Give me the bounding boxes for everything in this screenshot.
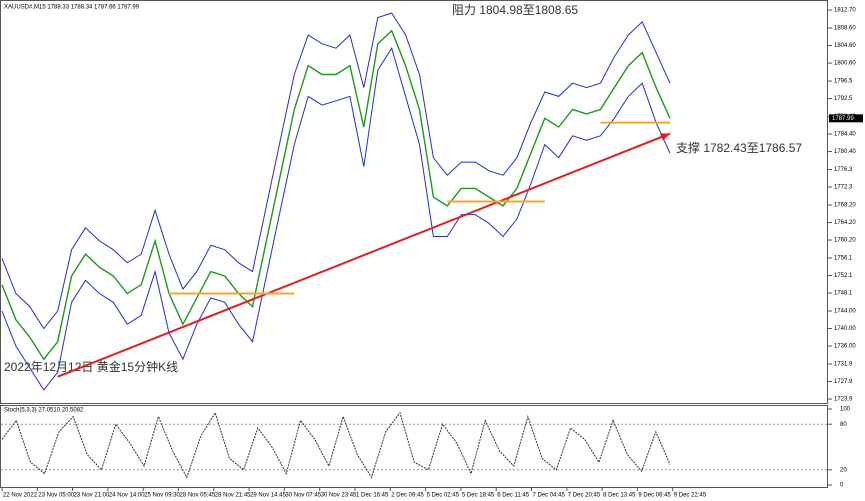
x-tick-label: 29 Nov 14:45 [250, 493, 286, 499]
stoch-title: Stoch(5,3,3) 27.0510 20.5082 [4, 408, 84, 414]
x-tick-label: 1 Dec 16:45 [356, 493, 389, 499]
x-tick-label: 7 Dec 20:45 [568, 493, 601, 499]
y-tick-label: 1764.20 [834, 220, 856, 226]
x-tick-label: 6 Dec 11:45 [497, 493, 530, 499]
x-tick-label: 5 Dec 02:45 [427, 493, 460, 499]
x-tick-label: 23 Nov 21:00 [74, 493, 110, 499]
x-tick-label: 24 Nov 14:00 [109, 493, 145, 499]
trend-line [57, 132, 671, 378]
y-tick-label: 1736.00 [834, 344, 856, 350]
x-tick-label: 28 Nov 21:45 [215, 493, 251, 499]
x-tick-label: 2 Dec 09:45 [391, 493, 424, 499]
y-tick-label: 1796.5 [834, 79, 853, 85]
annotation: 支撑 1782.43至1786.57 [676, 140, 802, 155]
y-tick-label: 1776.3 [834, 167, 853, 173]
y-tick-label: 1760.20 [834, 238, 856, 244]
y-tick-label: 1727.9 [834, 379, 853, 385]
y-tick-label: 1748.1 [834, 291, 853, 297]
price-line [1, 12, 671, 330]
y-tick-label: 1804.60 [834, 43, 856, 49]
y-tick-label: 1780.40 [834, 149, 856, 155]
y-tick-label: 1812.70 [834, 8, 856, 14]
y-tick-label: 0 [840, 483, 844, 489]
arrow-head [660, 133, 670, 141]
last-price-box [829, 114, 863, 123]
price-line [1, 46, 671, 391]
y-tick-label: 1731.9 [834, 362, 853, 368]
y-tick-label: 1808.60 [834, 26, 856, 32]
x-tick-label: 23 Nov 05:00 [38, 493, 74, 499]
x-tick-label: 8 Dec 13:45 [603, 493, 636, 499]
last-price-label: 1787.99 [832, 116, 854, 122]
y-tick-label: 80 [840, 422, 847, 428]
x-tick-label: 28 Nov 05:45 [180, 493, 216, 499]
y-tick-label: 20 [840, 467, 847, 473]
y-tick-label: 100 [840, 407, 851, 413]
x-tick-label: 22 Nov 2022 [3, 493, 38, 499]
y-tick-label: 1784.40 [834, 132, 856, 138]
annotation: 阻力 1804.98至1808.65 [452, 3, 578, 17]
x-tick-label: 7 Dec 04:45 [533, 493, 566, 499]
y-tick-label: 1772.3 [834, 185, 853, 191]
stoch-line [1, 411, 671, 479]
y-tick-label: 1768.20 [834, 203, 856, 209]
x-tick-label: 25 Nov 09:30 [144, 493, 180, 499]
x-tick-label: 30 Nov 23:45 [321, 493, 357, 499]
y-tick-label: 1792.5 [834, 96, 853, 102]
price-line [1, 29, 671, 361]
x-tick-label: 30 Nov 07:45 [285, 493, 321, 499]
chart-title: XAUUSD#,M15 1788.33 1788.34 1787.66 1787… [4, 5, 140, 11]
y-tick-label: 1740.00 [834, 326, 856, 332]
y-tick-label: 1723.9 [834, 397, 853, 403]
y-tick-label: 1744.00 [834, 309, 856, 315]
stoch-frame [0, 405, 828, 488]
y-tick-label: 1756.1 [834, 256, 853, 262]
y-tick-label: 1752.1 [834, 273, 853, 279]
main-frame [0, 0, 828, 404]
annotation: 2022年12月12日 黄金15分钟K线 [4, 359, 178, 374]
x-tick-label: 9 Dec 06:45 [638, 493, 671, 499]
y-tick-label: 1800.60 [834, 61, 856, 67]
x-tick-label: 5 Dec 18:45 [462, 493, 495, 499]
x-tick-label: 9 Dec 22:45 [674, 493, 707, 499]
